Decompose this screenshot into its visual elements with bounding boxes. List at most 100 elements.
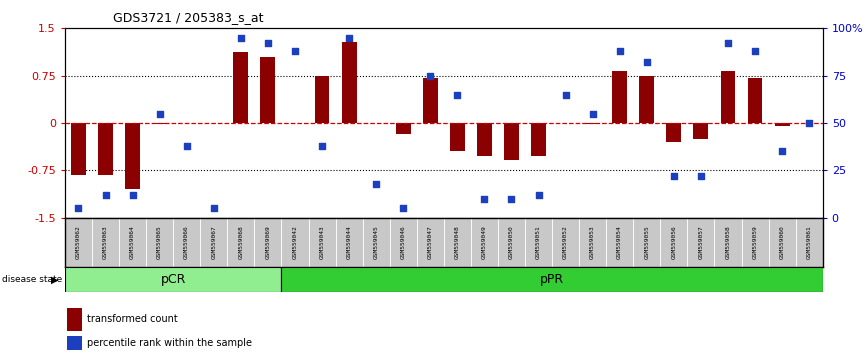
Bar	[152, 123, 167, 124]
Bar	[92, 218, 119, 267]
Bar	[667, 123, 682, 142]
Bar	[747, 78, 762, 123]
Text: pCR: pCR	[160, 273, 186, 286]
Bar	[714, 218, 741, 267]
Point	[342, 35, 356, 41]
Bar	[443, 218, 471, 267]
Bar	[498, 218, 525, 267]
Point	[315, 143, 329, 149]
Text: GSM559060: GSM559060	[779, 225, 785, 259]
Point	[234, 35, 248, 41]
Text: GSM559056: GSM559056	[671, 225, 676, 259]
Text: GSM559067: GSM559067	[211, 225, 216, 259]
Bar	[363, 218, 390, 267]
Text: GSM559043: GSM559043	[320, 225, 325, 259]
Bar	[694, 123, 708, 139]
Bar	[721, 71, 735, 123]
Point	[423, 73, 437, 79]
Bar	[796, 218, 823, 267]
Bar	[477, 123, 492, 156]
Point	[397, 205, 410, 211]
Text: GSM559050: GSM559050	[509, 225, 514, 259]
Text: GSM559059: GSM559059	[753, 225, 758, 259]
Point	[613, 48, 627, 54]
Bar	[396, 123, 410, 135]
Point	[559, 92, 572, 97]
Bar	[98, 123, 113, 175]
Text: GSM559045: GSM559045	[373, 225, 378, 259]
Text: GSM559047: GSM559047	[428, 225, 433, 259]
Bar	[234, 52, 249, 123]
Text: GSM559064: GSM559064	[130, 225, 135, 259]
Point	[126, 192, 139, 198]
Bar	[281, 218, 308, 267]
Bar	[146, 218, 173, 267]
Point	[802, 120, 816, 126]
Bar	[126, 123, 140, 189]
Bar	[65, 218, 92, 267]
Text: GSM559063: GSM559063	[103, 225, 108, 259]
Point	[532, 192, 546, 198]
Bar	[342, 42, 357, 123]
Bar	[390, 218, 417, 267]
Bar	[261, 57, 275, 123]
Point	[99, 192, 113, 198]
Bar	[227, 218, 255, 267]
Point	[694, 173, 708, 179]
Text: GSM559057: GSM559057	[698, 225, 703, 259]
Text: disease state: disease state	[2, 275, 62, 284]
Point	[477, 196, 491, 202]
Bar	[775, 123, 790, 126]
Text: GSM559061: GSM559061	[806, 225, 811, 259]
Text: GSM559062: GSM559062	[76, 225, 81, 259]
Point	[450, 92, 464, 97]
Bar	[281, 267, 823, 292]
Point	[640, 59, 654, 65]
Bar	[639, 76, 654, 123]
Bar	[504, 123, 519, 160]
Text: transformed count: transformed count	[87, 314, 178, 324]
Bar	[768, 218, 796, 267]
Text: GSM559046: GSM559046	[401, 225, 406, 259]
Bar	[531, 123, 546, 156]
Point	[585, 111, 599, 116]
Point	[775, 149, 789, 154]
Point	[72, 205, 86, 211]
Text: GSM559049: GSM559049	[481, 225, 487, 259]
Text: pPR: pPR	[540, 273, 564, 286]
Bar	[417, 218, 443, 267]
Bar	[553, 218, 579, 267]
Text: GSM559044: GSM559044	[346, 225, 352, 259]
Bar	[450, 123, 465, 152]
Text: GSM559054: GSM559054	[617, 225, 623, 259]
Point	[748, 48, 762, 54]
Bar	[308, 218, 335, 267]
Bar	[71, 123, 86, 175]
Bar	[612, 71, 627, 123]
Bar	[119, 218, 146, 267]
Bar	[741, 218, 768, 267]
Bar	[585, 123, 600, 124]
Bar	[579, 218, 606, 267]
Bar	[314, 76, 329, 123]
Bar	[606, 218, 633, 267]
Point	[667, 173, 681, 179]
Text: GSM559051: GSM559051	[536, 225, 541, 259]
Text: GSM559058: GSM559058	[726, 225, 731, 259]
Bar	[633, 218, 660, 267]
Text: GSM559053: GSM559053	[590, 225, 595, 259]
Point	[369, 181, 383, 187]
Text: GSM559068: GSM559068	[238, 225, 243, 259]
Text: GSM559048: GSM559048	[455, 225, 460, 259]
Text: GSM559065: GSM559065	[157, 225, 162, 259]
Point	[207, 205, 221, 211]
Point	[505, 196, 519, 202]
Bar	[65, 267, 281, 292]
Text: percentile rank within the sample: percentile rank within the sample	[87, 338, 252, 348]
Point	[721, 41, 735, 46]
Point	[261, 41, 275, 46]
Bar	[200, 218, 227, 267]
Bar	[255, 218, 281, 267]
Bar	[335, 218, 363, 267]
Text: GSM559069: GSM559069	[265, 225, 270, 259]
